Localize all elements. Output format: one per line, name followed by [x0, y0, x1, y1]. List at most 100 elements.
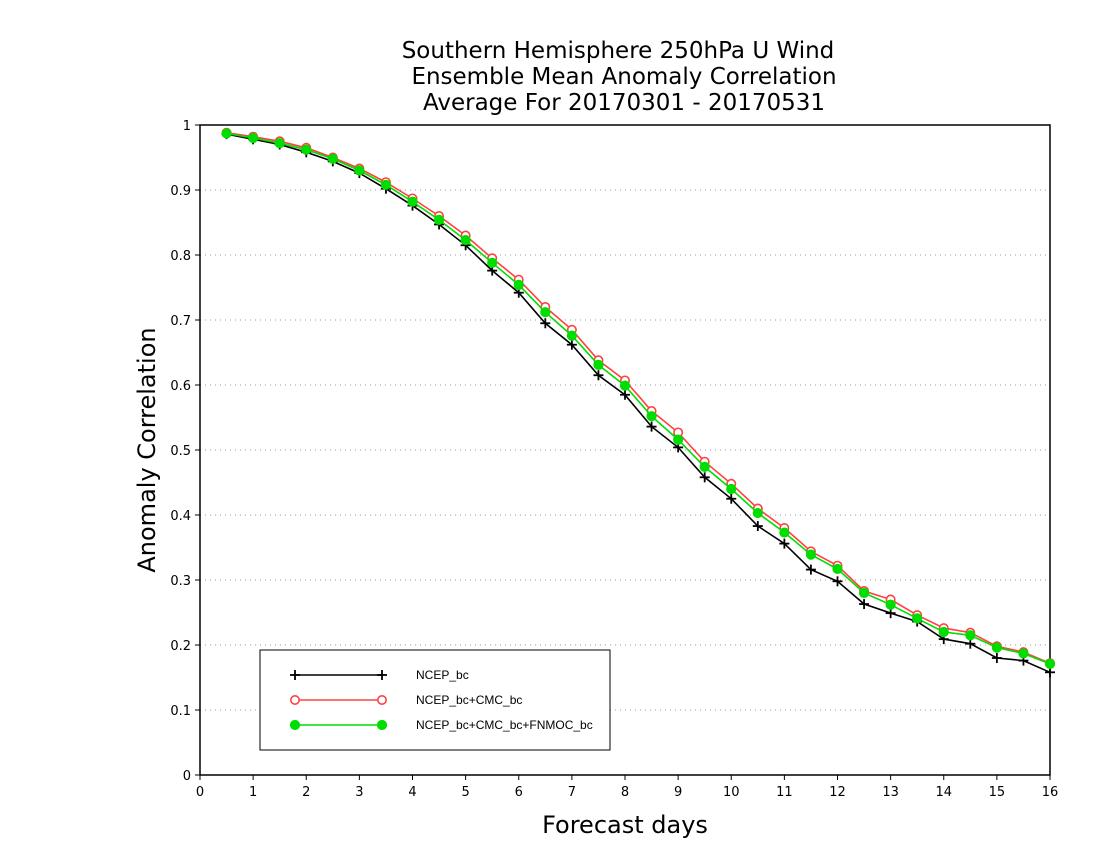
data-point	[619, 380, 631, 391]
data-point	[274, 138, 285, 149]
data-point	[376, 719, 388, 731]
x-tick-label: 14	[935, 785, 952, 800]
x-tick-label: 8	[621, 785, 629, 800]
legend-label: NCEP_bc+CMC_bc+FNMOC_bc	[416, 718, 593, 732]
data-point	[566, 330, 577, 341]
data-point	[407, 196, 418, 207]
title-line-2: Ensemble Mean Anomaly Correlation	[411, 64, 836, 90]
y-tick-label: 0	[183, 769, 191, 784]
x-tick-label: 1	[249, 785, 257, 800]
x-tick-label: 13	[882, 785, 899, 800]
data-point	[726, 493, 737, 504]
legend-item: NCEP_bc+CMC_bc+FNMOC_bc	[289, 718, 593, 732]
legend-label: NCEP_bc+CMC_bc	[416, 693, 522, 707]
data-point	[991, 653, 1002, 663]
data-point	[965, 630, 976, 641]
data-point	[859, 599, 870, 610]
y-tick-label: 0.6	[170, 379, 191, 394]
x-tick-label: 12	[829, 785, 846, 800]
y-tick-label: 0.8	[170, 249, 191, 264]
data-point	[699, 461, 710, 472]
data-point	[805, 549, 817, 560]
data-point	[832, 563, 843, 575]
legend-box	[259, 649, 611, 751]
y-tick-label: 0.9	[170, 184, 191, 199]
y-axis-ticks: 0 0.1 0.2 0.3 0.4 0.5 0.6 0.7 0.8 0.9 1	[170, 119, 200, 784]
y-tick-label: 0.3	[170, 574, 191, 589]
data-point	[858, 587, 870, 599]
data-point	[1045, 667, 1055, 678]
x-tick-label: 7	[568, 785, 576, 800]
x-tick-label: 16	[1042, 785, 1059, 800]
x-tick-label: 3	[355, 785, 363, 800]
data-point	[289, 694, 300, 705]
x-tick-label: 11	[776, 785, 793, 800]
data-point	[673, 434, 684, 445]
data-point	[779, 527, 790, 538]
legend-label: NCEP_bc	[416, 668, 469, 682]
series-line	[226, 132, 1051, 664]
data-point	[752, 521, 763, 532]
y-tick-label: 1	[183, 119, 191, 134]
data-point	[885, 608, 896, 619]
data-point	[248, 132, 259, 144]
data-point	[540, 307, 551, 318]
data-point	[460, 234, 471, 246]
x-axis-label: Forecast days	[542, 811, 708, 839]
data-point	[965, 638, 976, 649]
chart-title: Southern Hemisphere 250hPa U Wind Ensemb…	[402, 38, 837, 116]
data-point	[327, 153, 338, 164]
data-point	[779, 538, 790, 549]
data-point	[620, 389, 630, 400]
y-tick-label: 0.2	[170, 639, 191, 654]
data-point	[832, 576, 843, 587]
series-line	[226, 132, 1051, 665]
y-tick-label: 0.5	[170, 444, 191, 459]
y-tick-label: 0.7	[170, 314, 191, 329]
x-tick-label: 6	[515, 785, 523, 800]
data-point	[221, 128, 232, 139]
x-tick-label: 15	[989, 785, 1006, 800]
y-tick-label: 0.1	[170, 704, 191, 719]
data-point	[646, 411, 657, 422]
data-point	[752, 507, 763, 519]
x-axis-ticks: 0 1 2 3 4 5 6 7 8 9 10 11 12 13 14 15 16	[196, 775, 1058, 800]
title-line-3: Average For 20170301 - 20170531	[423, 90, 825, 116]
data-point	[513, 279, 524, 290]
data-point	[593, 359, 604, 370]
data-point	[699, 472, 710, 483]
data-point	[938, 626, 949, 638]
data-point	[593, 370, 604, 381]
series-line	[226, 133, 1051, 674]
data-point	[433, 214, 445, 225]
y-tick-label: 0.4	[170, 509, 191, 524]
x-tick-label: 2	[302, 785, 310, 800]
x-tick-label: 10	[723, 785, 740, 800]
data-point	[1044, 658, 1056, 669]
x-tick-label: 0	[196, 785, 204, 800]
data-point	[726, 483, 737, 495]
series-ncep-bc-cmc-bc	[221, 127, 1056, 669]
data-point	[487, 257, 498, 268]
data-point	[380, 179, 392, 190]
title-line-1: Southern Hemisphere 250hPa U Wind	[402, 38, 835, 64]
data-point	[289, 719, 301, 731]
data-point	[885, 599, 896, 610]
x-tick-label: 9	[674, 785, 682, 800]
legend-item: NCEP_bc+CMC_bc	[289, 693, 522, 707]
legend: NCEP_bc NCEP_bc+CMC_bc NCEP_bc+CMC_bc+FNMO…	[259, 649, 611, 751]
data-point	[290, 670, 300, 680]
x-tick-label: 5	[461, 785, 469, 800]
x-tick-label: 4	[408, 785, 416, 800]
data-point	[377, 670, 387, 680]
data-point	[805, 564, 816, 575]
data-point	[354, 165, 365, 176]
y-axis-label: Anomaly Correlation	[133, 327, 161, 572]
grid-lines	[200, 189, 1050, 711]
data-point	[646, 421, 657, 432]
data-point	[301, 144, 312, 155]
data-point	[1018, 648, 1029, 659]
data-point	[991, 642, 1002, 653]
data-point	[912, 613, 923, 624]
